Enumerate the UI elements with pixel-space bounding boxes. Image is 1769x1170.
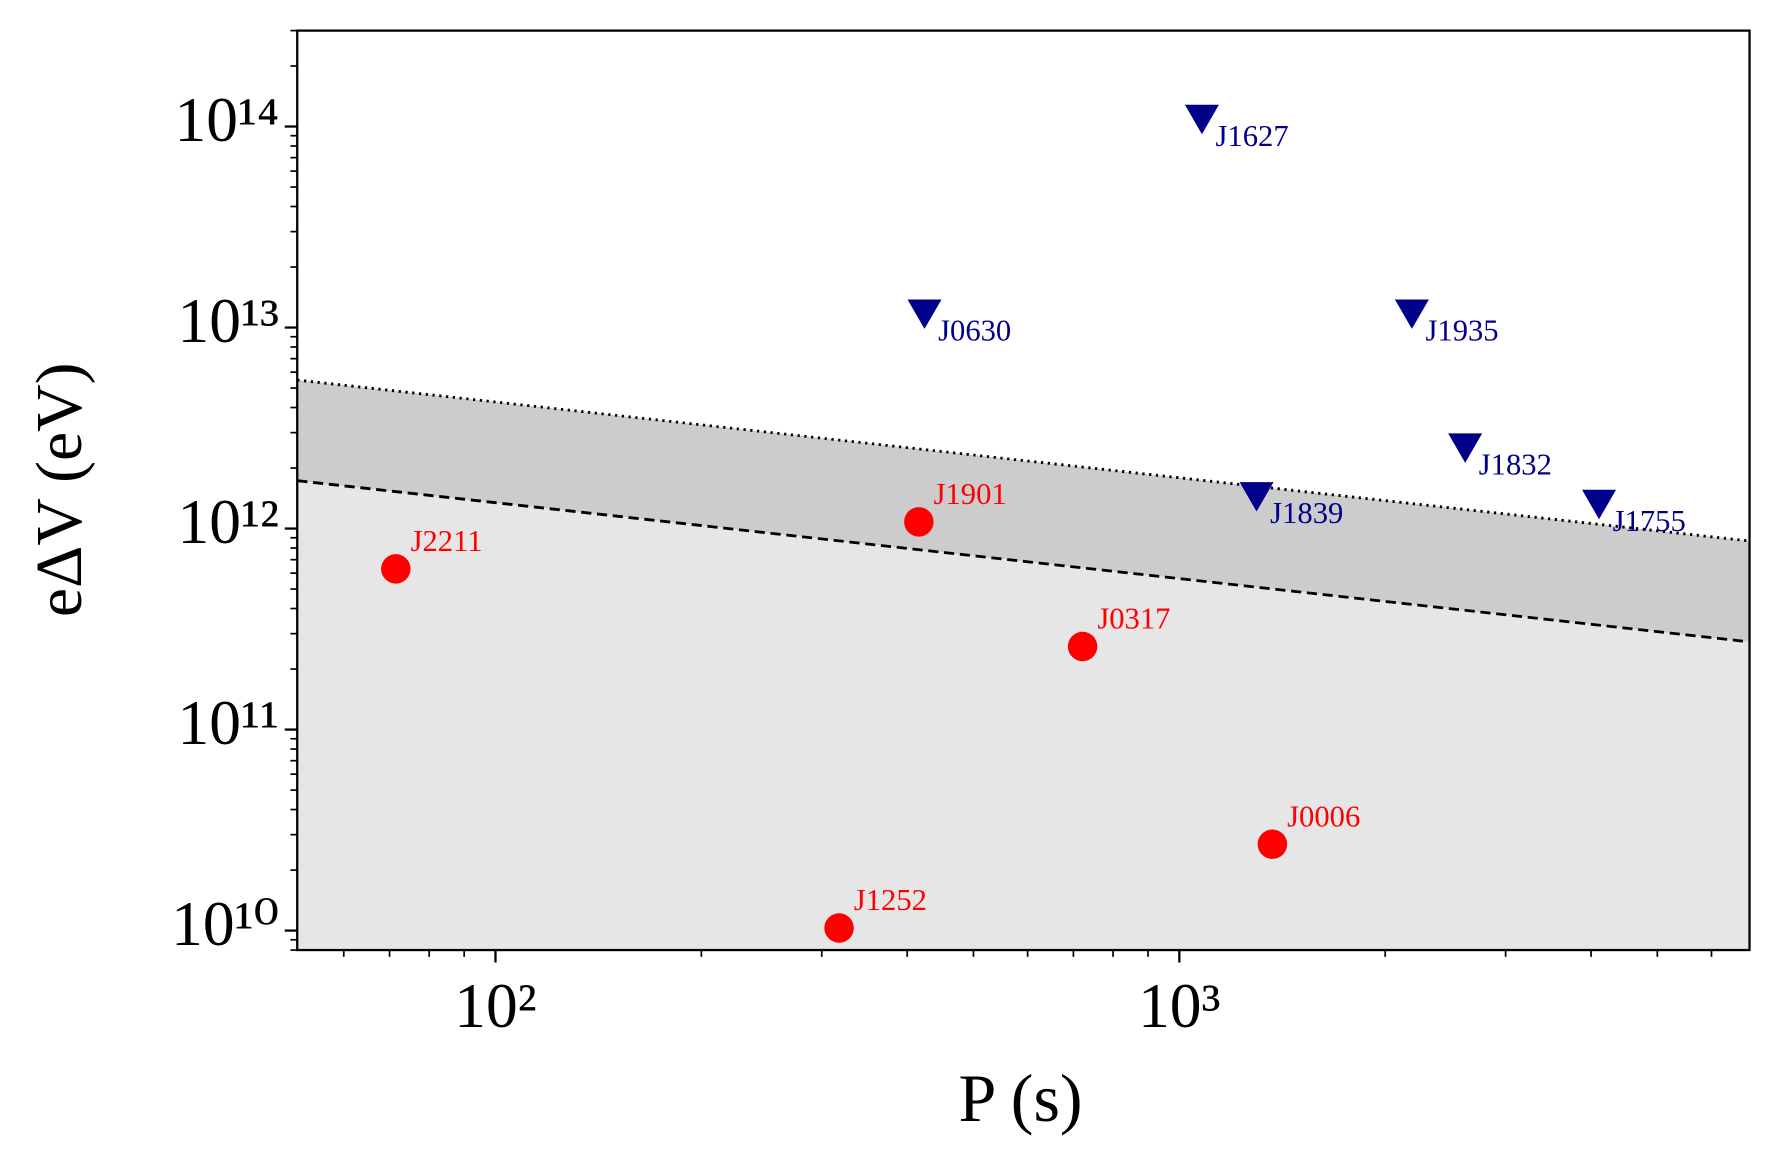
band	[297, 480, 1750, 951]
point	[1448, 433, 1483, 463]
x-tick-label: 10³	[1138, 970, 1221, 1041]
point-label: J0006	[1287, 799, 1360, 833]
point	[1394, 299, 1429, 329]
y-axis-label: eΔV (eV)	[23, 362, 96, 617]
point	[1257, 829, 1288, 859]
x-axis-label: P (s)	[959, 1060, 1083, 1136]
point-label: J1839	[1270, 496, 1343, 530]
point	[1067, 631, 1098, 662]
point-label: J1832	[1479, 447, 1552, 481]
band	[297, 380, 1750, 642]
axes-frame	[296, 29, 1751, 952]
point-label: J1252	[854, 883, 927, 917]
y-tick-label: 10¹³	[178, 285, 280, 356]
point	[1184, 104, 1219, 135]
point-label: J1627	[1216, 119, 1289, 153]
point-label: J2211	[411, 524, 483, 558]
point	[904, 507, 934, 537]
point	[824, 913, 854, 943]
point	[1239, 482, 1274, 512]
point-label: J1901	[934, 477, 1007, 511]
plot-area	[297, 378, 1750, 951]
y-tick-label: 10¹⁴	[174, 84, 279, 155]
point-label: J1755	[1613, 504, 1686, 538]
point-label: J1935	[1425, 314, 1498, 348]
point-label: J0630	[938, 314, 1011, 348]
point-label: J0317	[1097, 602, 1170, 636]
y-tick-label: 10¹⁰	[171, 888, 279, 959]
point	[1582, 489, 1617, 520]
point	[907, 299, 942, 329]
point	[381, 554, 411, 584]
y-tick-label: 10¹¹	[178, 687, 280, 758]
y-tick-label: 10¹²	[178, 486, 280, 557]
model-line	[297, 378, 1750, 543]
model-line	[297, 479, 1750, 644]
x-tick-label: 10²	[454, 970, 537, 1041]
